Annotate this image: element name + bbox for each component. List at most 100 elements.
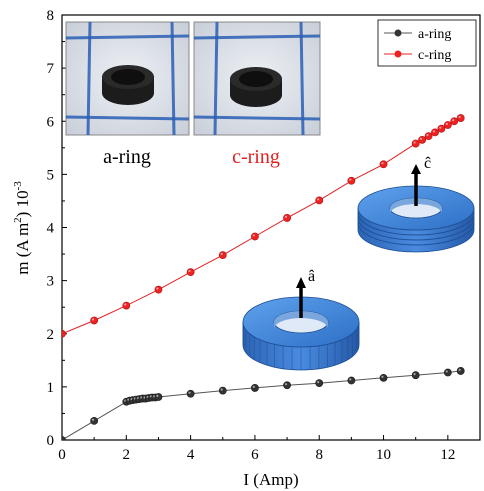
data-point-highlight: [452, 119, 455, 122]
series-layer: [62, 114, 465, 440]
data-point-c-ring: [450, 117, 459, 126]
data-point-a-ring: [218, 386, 227, 395]
data-point-c-ring: [443, 121, 452, 129]
data-point-highlight: [156, 394, 159, 397]
data-point-highlight: [156, 287, 159, 290]
x-tick-label: 4: [187, 447, 195, 463]
y-tick-label: 2: [47, 327, 55, 343]
y-tick-label: 7: [47, 61, 55, 77]
y-tick-label: 5: [47, 167, 55, 183]
data-point-c-ring: [62, 329, 66, 338]
y-tick-label: 6: [47, 114, 55, 130]
y-axis-title-sup3: -3: [12, 181, 24, 191]
y-tick-label: 4: [47, 221, 55, 237]
data-point-c-ring: [90, 316, 99, 325]
x-axis-title: I (Amp): [243, 470, 298, 489]
data-point-highlight: [284, 383, 288, 386]
a-ring-illustration: [242, 277, 360, 371]
data-point-c-ring: [437, 124, 446, 133]
data-point-a-ring: [347, 376, 356, 385]
data-point-highlight: [284, 215, 288, 218]
y-tick-label: 1: [47, 380, 55, 396]
data-point-highlight: [445, 122, 448, 125]
data-point-c-ring: [315, 196, 324, 205]
y-axis-title: m (A m2) 10-3: [12, 181, 32, 275]
c-ring-caption: c-ring: [232, 146, 280, 168]
data-point-a-ring: [186, 389, 195, 398]
y-axis-title-main: m (A m: [13, 223, 32, 275]
data-point-c-ring: [283, 214, 291, 222]
data-point-highlight: [188, 269, 191, 273]
x-tick-label: 10: [376, 447, 391, 463]
x-tick-label: 8: [315, 447, 323, 463]
data-point-highlight: [426, 133, 429, 137]
data-point-a-ring: [315, 379, 324, 388]
legend-label-c-ring: c-ring: [418, 48, 451, 63]
data-point-c-ring: [186, 268, 195, 277]
data-point-c-ring: [418, 135, 427, 144]
y-tick-label: 0: [47, 433, 55, 449]
data-point-highlight: [317, 380, 320, 384]
series-line-a-ring: [62, 370, 461, 440]
data-point-highlight: [413, 141, 416, 144]
legend-marker-a-ring: [394, 29, 402, 37]
data-point-highlight: [252, 234, 255, 237]
data-point-highlight: [381, 162, 384, 165]
data-point-highlight: [349, 178, 352, 181]
data-point-highlight: [432, 130, 435, 133]
data-point-c-ring: [122, 301, 131, 310]
data-point-a-ring: [90, 416, 99, 425]
y-tick-label: 3: [47, 274, 55, 290]
y-axis-title-sup2: 2: [12, 217, 24, 223]
data-point-highlight: [252, 385, 255, 388]
data-point-c-ring: [424, 132, 433, 141]
legend-label-a-ring: a-ring: [418, 27, 451, 42]
data-point-c-ring: [154, 285, 163, 294]
x-tick-label: 6: [251, 447, 259, 463]
x-tick-label: 2: [123, 447, 131, 463]
data-point-c-ring: [379, 160, 388, 169]
data-point-a-ring: [456, 367, 465, 375]
data-point-a-ring: [283, 381, 291, 390]
data-point-c-ring: [411, 139, 420, 148]
y-axis: 0 1 2 3 4 5 6 7 8: [47, 8, 67, 449]
data-point-highlight: [124, 303, 127, 306]
legend: a-ring c-ring: [377, 19, 477, 67]
data-point-highlight: [91, 318, 95, 321]
data-point-highlight: [458, 368, 461, 371]
data-point-a-ring: [411, 371, 420, 380]
data-point-c-ring: [431, 128, 439, 137]
data-point-highlight: [381, 375, 384, 378]
data-point-highlight: [188, 391, 191, 394]
data-point-highlight: [220, 388, 223, 391]
y-axis-title-mid: ) 10: [13, 190, 32, 217]
data-point-c-ring: [218, 251, 227, 260]
data-point-a-ring: [154, 393, 163, 401]
data-point-a-ring: [379, 373, 388, 382]
inset-photo-c-ring: [193, 21, 321, 136]
data-point-c-ring: [251, 232, 259, 241]
c-hat-label: ĉ: [424, 155, 431, 172]
data-point-c-ring: [347, 176, 356, 185]
data-point-a-ring: [443, 368, 452, 377]
y-tick-label: 8: [47, 8, 55, 24]
data-point-highlight: [445, 370, 448, 373]
data-point-highlight: [349, 378, 352, 381]
inset-photo-a-ring: [65, 21, 190, 136]
data-point-highlight: [91, 418, 95, 421]
data-point-a-ring: [62, 436, 66, 440]
data-point-highlight: [458, 115, 461, 119]
x-tick-label: 0: [58, 447, 66, 463]
data-point-highlight: [413, 372, 416, 376]
x-tick-label: 12: [440, 447, 455, 463]
data-point-highlight: [419, 137, 423, 140]
data-point-c-ring: [456, 114, 465, 122]
x-axis: 0 2 4 6 8 10 12: [58, 435, 455, 463]
c-ring-illustration: [357, 164, 475, 253]
data-point-highlight: [439, 126, 442, 129]
legend-marker-c-ring: [394, 50, 402, 58]
a-hat-label: â: [308, 268, 315, 285]
data-point-highlight: [220, 252, 223, 256]
a-ring-caption: a-ring: [103, 146, 151, 168]
